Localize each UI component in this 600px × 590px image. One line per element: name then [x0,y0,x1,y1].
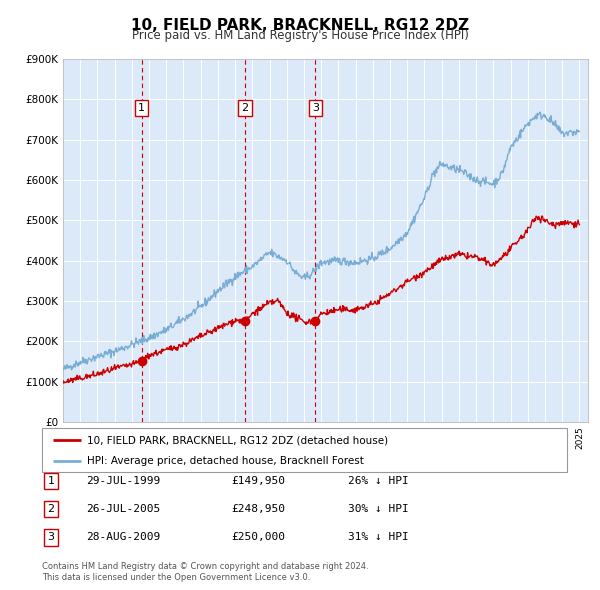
Text: £248,950: £248,950 [231,504,285,514]
Text: £149,950: £149,950 [231,476,285,486]
Text: This data is licensed under the Open Government Licence v3.0.: This data is licensed under the Open Gov… [42,572,310,582]
Text: HPI: Average price, detached house, Bracknell Forest: HPI: Average price, detached house, Brac… [86,456,364,466]
Text: Contains HM Land Registry data © Crown copyright and database right 2024.: Contains HM Land Registry data © Crown c… [42,562,368,571]
Text: 10, FIELD PARK, BRACKNELL, RG12 2DZ (detached house): 10, FIELD PARK, BRACKNELL, RG12 2DZ (det… [86,435,388,445]
Text: 1: 1 [138,103,145,113]
Text: 30% ↓ HPI: 30% ↓ HPI [347,504,409,514]
Text: £250,000: £250,000 [231,533,285,542]
Text: 10, FIELD PARK, BRACKNELL, RG12 2DZ: 10, FIELD PARK, BRACKNELL, RG12 2DZ [131,18,469,32]
Text: 2: 2 [241,103,248,113]
Text: 1: 1 [47,476,55,486]
Text: 28-AUG-2009: 28-AUG-2009 [86,533,160,542]
Text: 3: 3 [47,533,55,542]
Text: 2: 2 [47,504,55,514]
FancyBboxPatch shape [42,428,567,472]
Text: 3: 3 [312,103,319,113]
Text: 29-JUL-1999: 29-JUL-1999 [86,476,160,486]
Text: Price paid vs. HM Land Registry's House Price Index (HPI): Price paid vs. HM Land Registry's House … [131,30,469,42]
Text: 26-JUL-2005: 26-JUL-2005 [86,504,160,514]
Text: 31% ↓ HPI: 31% ↓ HPI [347,533,409,542]
Text: 26% ↓ HPI: 26% ↓ HPI [347,476,409,486]
